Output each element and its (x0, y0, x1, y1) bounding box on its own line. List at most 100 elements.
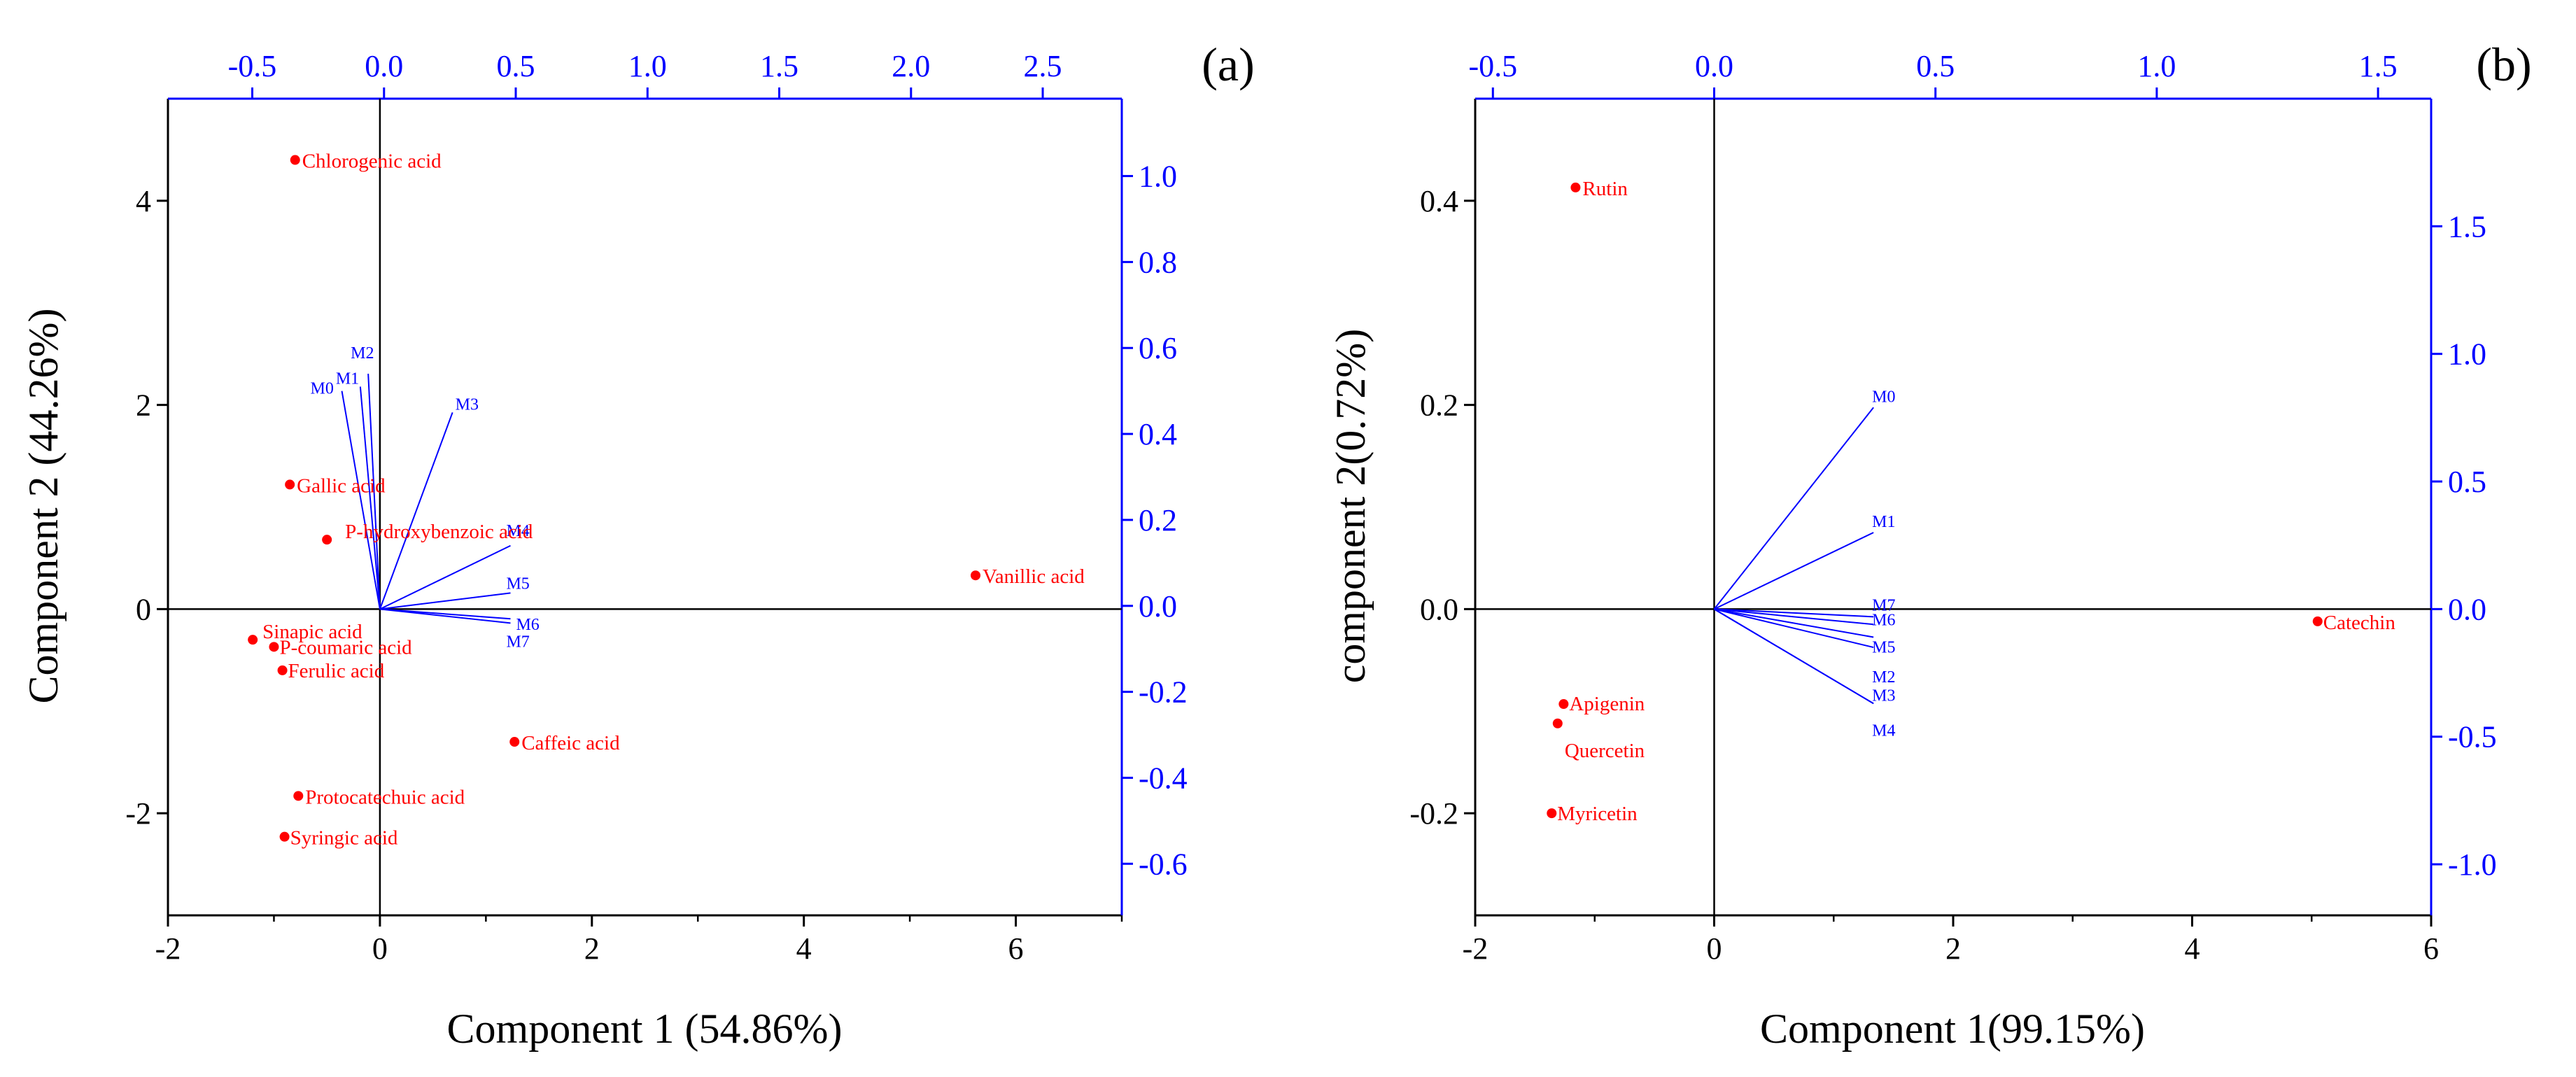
b-score-label-rutin: Rutin (1582, 178, 1628, 200)
b-x-tick-label: 2 (1945, 931, 1961, 966)
a-x-tick-label: 6 (1008, 931, 1024, 966)
a-y-axis-title: Component 2 (44.26%) (20, 309, 66, 704)
a-x-tick-label: 0 (372, 931, 388, 966)
a-score-point-syringic-acid (279, 831, 290, 842)
b-loading-label-m4: M4 (1872, 721, 1895, 740)
b-loading-label-m2: M2 (1872, 668, 1895, 687)
a-loading-label-m4: M4 (506, 522, 529, 540)
b-x-tick-label: 6 (2423, 931, 2439, 966)
a-x-tick-label: -2 (155, 931, 181, 966)
b-x-tick-label: -2 (1463, 931, 1488, 966)
a-top-tick-label: 0.0 (365, 49, 403, 83)
a-score-point-gallic-acid (285, 479, 295, 490)
b-loading-label-m5: M5 (1872, 638, 1895, 656)
a-loading-label-m1: M1 (336, 370, 359, 388)
b-y-tick-label: 0.2 (1420, 388, 1458, 423)
a-score-point-sinapic-acid (248, 635, 258, 645)
b-loading-label-m3: M3 (1872, 687, 1895, 705)
b-y-tick-label: 0.4 (1420, 184, 1458, 218)
a-score-point-vanillic-acid (971, 570, 981, 581)
b-score-label-myricetin: Myricetin (1557, 803, 1638, 825)
a-score-label-ferulic-acid: Ferulic acid (288, 660, 385, 682)
a-loading-label-m2: M2 (351, 344, 374, 362)
b-score-point-apigenin (1558, 699, 1569, 710)
b-top-tick-label: 1.5 (2359, 49, 2398, 83)
a-right-tick-label: 0.0 (1139, 589, 1177, 624)
a-loading-vector-m0 (341, 390, 381, 610)
b-x-axis-title: Component 1(99.15%) (1760, 1006, 2145, 1052)
b-score-point-rutin (1570, 182, 1581, 192)
b-top-tick-label: -0.5 (1468, 49, 1517, 83)
a-y-tick-label: -2 (125, 796, 151, 831)
a-score-label-syringic-acid: Syringic acid (290, 827, 398, 850)
a-top-tick-label: 1.5 (760, 49, 798, 83)
a-right-tick-label: -0.6 (1139, 847, 1188, 881)
b-loading-vector-m0 (1713, 407, 1874, 610)
a-loading-vector-m7 (379, 608, 511, 624)
b-right-tick-label: -0.5 (2448, 720, 2497, 754)
b-top-tick-label: 0.5 (1916, 49, 1955, 83)
b-loading-label-m6: M6 (1872, 611, 1895, 629)
a-top-tick-label: 2.0 (892, 49, 930, 83)
a-x-axis-title: Component 1 (54.86%) (447, 1006, 843, 1052)
a-top-tick-label: 0.5 (497, 49, 535, 83)
a-right-tick-label: 0.2 (1139, 503, 1177, 537)
b-x-tick-label: 0 (1707, 931, 1722, 966)
a-loading-label-m7: M7 (506, 633, 529, 651)
b-top-tick-label: 0.0 (1695, 49, 1733, 83)
b-panel-label: (b) (2476, 38, 2531, 91)
b-right-tick-label: 1.5 (2448, 209, 2486, 244)
b-score-label-quercetin: Quercetin (1565, 740, 1645, 762)
b-y-tick-label: 0.0 (1420, 592, 1458, 626)
a-x-tick-label: 4 (796, 931, 812, 966)
a-top-tick-label: -0.5 (228, 49, 277, 83)
b-loading-vector-m1 (1714, 532, 1874, 610)
a-score-label-p-coumaric-acid: P-coumaric acid (279, 636, 412, 659)
a-right-tick-label: -0.4 (1139, 761, 1188, 795)
b-loading-label-m1: M1 (1872, 513, 1895, 531)
a-loading-label-m0: M0 (311, 380, 334, 398)
a-loading-vector-m5 (379, 592, 511, 610)
b-loading-label-m0: M0 (1872, 388, 1895, 406)
a-loading-vector-m3 (379, 412, 453, 610)
a-y-tick-label: 0 (136, 592, 151, 626)
b-loading-vector-m7 (1714, 608, 1874, 618)
b-score-label-catechin: Catechin (2323, 612, 2396, 634)
b-right-tick-label: 1.0 (2448, 337, 2486, 372)
a-score-point-caffeic-acid (509, 737, 520, 747)
b-x-tick-label: 4 (2185, 931, 2200, 966)
a-top-tick-label: 1.0 (628, 49, 667, 83)
panel-a: -2 0 2 4 6 -2 0 2 4 -0.5 0.0 0.5 1.0 1.5 2.0 2.5 -0.6 -0.… (20, 38, 1255, 1052)
a-right-tick-label: -0.2 (1139, 675, 1188, 710)
a-score-point-p-hydroxybenzoic-acid (322, 535, 332, 545)
a-loading-vector-m1 (359, 386, 381, 610)
a-score-point-p-coumaric-acid (269, 642, 279, 652)
b-score-point-myricetin (1547, 808, 1557, 819)
a-panel-label: (a) (1202, 38, 1254, 91)
a-loading-label-m3: M3 (456, 395, 479, 414)
a-score-label-chlorogenic-acid: Chlorogenic acid (302, 150, 442, 173)
b-score-point-catechin (2312, 616, 2323, 626)
a-right-tick-label: 1.0 (1139, 160, 1177, 194)
a-score-label-vanillic-acid: Vanillic acid (983, 565, 1085, 588)
a-score-label-caffeic-acid: Caffeic acid (521, 732, 620, 754)
a-right-tick-label: 0.6 (1139, 331, 1177, 365)
a-right-tick-label: 0.8 (1139, 245, 1177, 279)
a-loading-vector-m4 (379, 544, 511, 610)
b-score-label-apigenin: Apigenin (1569, 693, 1645, 715)
a-loading-label-m5: M5 (506, 575, 529, 593)
b-loading-vector-m2 (1714, 608, 1874, 649)
a-loading-vector-m6 (379, 608, 511, 620)
b-loading-label-m7: M7 (1872, 596, 1895, 614)
b-loading-vector-m6 (1714, 608, 1874, 626)
b-top-tick-label: 1.0 (2137, 49, 2176, 83)
a-score-label-gallic-acid: Gallic acid (297, 474, 386, 497)
a-x-tick-label: 2 (584, 931, 600, 966)
b-score-point-quercetin (1552, 718, 1563, 728)
a-score-point-ferulic-acid (277, 665, 288, 675)
b-loading-vector-m5 (1714, 608, 1874, 638)
a-score-label-p-hydroxybenzoic-acid: P-hydroxybenzoic acid (345, 521, 533, 543)
b-right-tick-label: -1.0 (2448, 847, 2497, 882)
a-score-label-protocatechuic-acid: Protocatechuic acid (305, 786, 465, 808)
